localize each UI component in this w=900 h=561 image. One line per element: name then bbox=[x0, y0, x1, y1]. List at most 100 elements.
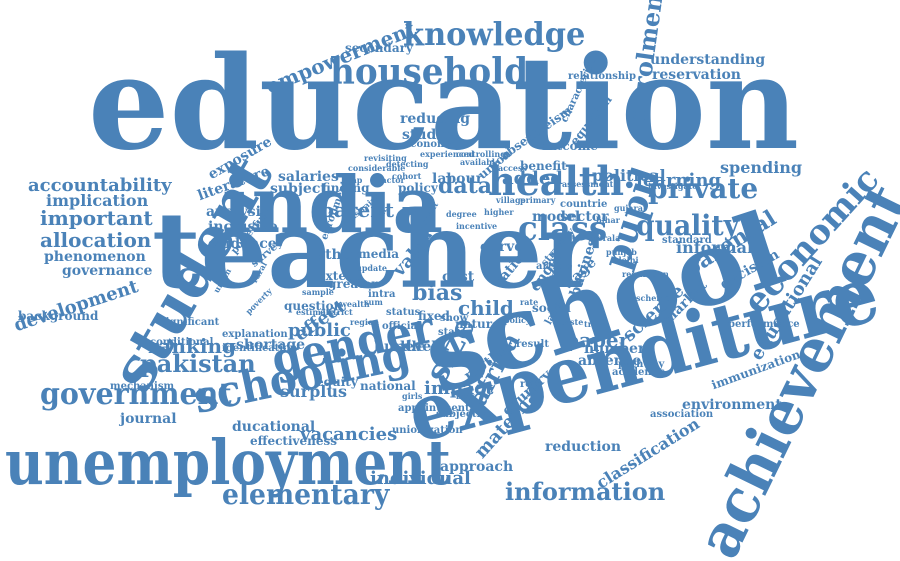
word-sample: sample bbox=[302, 287, 334, 297]
word-benefit: benefit bbox=[520, 159, 567, 173]
word-political: political bbox=[592, 166, 666, 185]
word-scheme: scheme bbox=[636, 293, 670, 303]
word-policy: policy bbox=[504, 315, 531, 325]
word-considerable: considerable bbox=[348, 163, 406, 173]
word-rate: rate bbox=[520, 297, 539, 307]
word-model: model bbox=[532, 209, 581, 225]
word-primary: primary bbox=[520, 195, 556, 205]
word-allocation: allocation bbox=[40, 228, 152, 252]
word-important: important bbox=[40, 206, 153, 230]
word-cost: cost bbox=[442, 269, 475, 285]
word-finding: finding bbox=[322, 181, 370, 195]
word-education: education bbox=[88, 29, 800, 179]
word-outcome: outcome bbox=[540, 139, 598, 153]
word-cohort: cohort bbox=[392, 171, 422, 181]
word-region: region bbox=[350, 317, 380, 327]
word-equity: equity bbox=[316, 375, 358, 389]
word-sum: sum bbox=[364, 297, 383, 307]
word-unionization: unionization bbox=[392, 425, 463, 436]
word-impact: impact bbox=[424, 378, 494, 399]
word-explanation: explanation bbox=[222, 329, 288, 340]
word-information: information bbox=[505, 477, 666, 506]
word-understanding: understanding bbox=[650, 52, 766, 68]
word-countrie: countrie bbox=[560, 199, 608, 210]
word-gujarat: gujarat bbox=[614, 203, 647, 213]
word-subjective: subjective bbox=[436, 409, 493, 420]
word-paper: paper bbox=[565, 328, 630, 352]
word-background: background bbox=[18, 309, 99, 323]
word-delhi: delhi bbox=[616, 255, 639, 265]
word-article: article bbox=[536, 261, 573, 272]
word-parent: parent bbox=[320, 198, 394, 222]
word-level: level bbox=[400, 339, 437, 355]
word-girls: girls bbox=[402, 391, 423, 401]
word-nature: nature bbox=[455, 317, 500, 331]
word-spending: spending bbox=[720, 158, 803, 177]
word-village: village bbox=[496, 195, 526, 205]
word-reducing: reducing bbox=[400, 111, 471, 127]
word-result: result bbox=[516, 339, 549, 350]
word-labour: labour bbox=[432, 171, 484, 187]
word-available: available bbox=[460, 157, 500, 167]
word-association: association bbox=[650, 409, 714, 420]
word-effectiveness: effectiveness bbox=[250, 434, 338, 448]
word-access: access bbox=[498, 163, 528, 173]
word-tribe: tribe bbox=[584, 319, 606, 329]
word-child: child bbox=[458, 296, 514, 320]
word-subject: subject bbox=[270, 181, 327, 197]
word-state: state bbox=[438, 327, 466, 338]
word-secondary: secondary bbox=[345, 41, 413, 55]
word-salaries: salaries bbox=[278, 169, 339, 185]
word-quality: quality bbox=[636, 209, 740, 242]
word-approach: approach bbox=[440, 459, 514, 475]
word-skill: skill bbox=[402, 207, 422, 217]
word-appointment: appointment bbox=[398, 403, 470, 414]
word-show: show bbox=[440, 313, 469, 324]
word-knowledge: knowledge bbox=[403, 15, 586, 53]
word-regulation: regulation bbox=[622, 269, 669, 279]
word-individual: individual bbox=[370, 468, 471, 489]
word-number: number bbox=[584, 341, 646, 357]
word-unemployment: unemployment bbox=[5, 426, 451, 499]
word-data: data bbox=[438, 173, 493, 199]
word-identification: identification bbox=[222, 343, 298, 354]
word-kerala: kerala bbox=[592, 233, 621, 243]
word-degree: degree bbox=[446, 209, 477, 219]
word-question: question bbox=[284, 299, 343, 313]
word-government: government bbox=[40, 377, 232, 412]
word-detecting: detecting bbox=[386, 159, 429, 169]
word-shortage: shortage bbox=[236, 337, 306, 353]
word-revisiting: revisiting bbox=[364, 153, 407, 163]
word-evidence: evidence bbox=[208, 236, 277, 252]
word-intra: intra bbox=[368, 289, 396, 300]
word-analysis: analysis bbox=[206, 204, 269, 220]
word-performance: performance bbox=[728, 319, 800, 330]
word-ducational: ducational bbox=[232, 419, 316, 435]
word-media: media bbox=[358, 247, 400, 261]
word-economy: economy bbox=[404, 139, 454, 150]
word-studies: studies bbox=[402, 127, 459, 143]
word-household: household bbox=[330, 51, 529, 93]
word-phenomenon: phenomenon bbox=[44, 249, 146, 265]
word-environment: environment bbox=[682, 397, 782, 413]
word-district: district bbox=[320, 307, 353, 317]
word-informal: informal bbox=[676, 238, 754, 257]
word-curve: curve bbox=[480, 239, 524, 255]
word-accountability: accountability bbox=[28, 175, 172, 196]
word-assessment: assessment bbox=[562, 179, 614, 189]
word-relationship: relationship bbox=[568, 71, 636, 82]
word-experienced: experienced bbox=[420, 149, 475, 159]
word-inclusive: inclusive bbox=[208, 219, 278, 235]
word-reservation: reservation bbox=[652, 67, 741, 83]
word-fixed: fixed bbox=[418, 309, 450, 323]
word-update: update bbox=[356, 263, 387, 273]
word-health: health bbox=[488, 158, 625, 205]
word-greater: greater bbox=[328, 277, 378, 291]
word-public: public bbox=[288, 320, 351, 341]
word-wealth: wealth bbox=[340, 299, 370, 309]
word-policy: policy bbox=[398, 181, 438, 195]
word-official: official bbox=[382, 321, 421, 332]
word-ranking: ranking bbox=[148, 334, 237, 358]
word-journal: journal bbox=[120, 411, 177, 427]
